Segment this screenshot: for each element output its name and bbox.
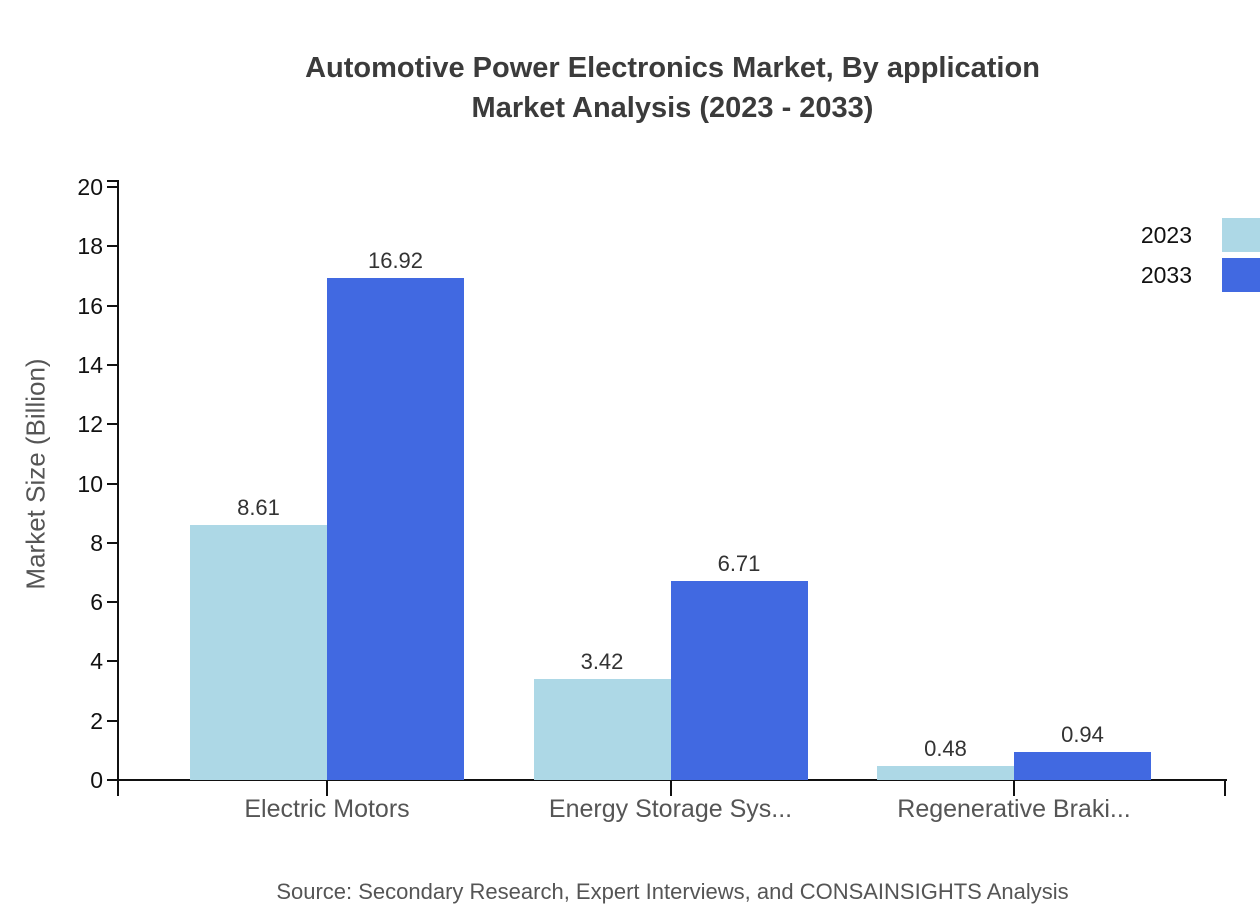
bar-2023 xyxy=(533,678,671,780)
x-axis-line xyxy=(117,779,1227,781)
y-tick-label: 2 xyxy=(90,707,103,734)
bar-2023 xyxy=(190,524,327,780)
y-axis-endcap-tick xyxy=(107,180,119,182)
category-label: Regenerative Braki... xyxy=(897,795,1131,823)
legend-label-2023: 2023 xyxy=(1140,222,1192,248)
y-tick-label: 10 xyxy=(77,470,103,497)
bar-value-label: 0.94 xyxy=(1061,722,1104,748)
y-tick-label: 16 xyxy=(77,292,103,319)
bar-2033 xyxy=(1014,752,1151,780)
bar-value-label: 8.61 xyxy=(237,494,280,520)
x-tick xyxy=(326,781,328,796)
y-tick xyxy=(107,186,119,188)
y-tick-label: 20 xyxy=(77,174,103,200)
y-tick xyxy=(107,423,119,426)
bar-value-label: 16.92 xyxy=(367,248,424,274)
category-label: Electric Motors xyxy=(244,795,410,823)
y-axis-line xyxy=(117,180,119,796)
legend-swatch-2023 xyxy=(1222,218,1260,252)
bar-value-label: 6.71 xyxy=(717,551,761,577)
y-tick xyxy=(107,719,119,722)
chart-title-line1: Automotive Power Electronics Market, By … xyxy=(305,52,1040,84)
bar-2023 xyxy=(877,765,1014,780)
x-tick xyxy=(669,781,672,796)
y-tick xyxy=(107,660,119,663)
y-tick xyxy=(107,363,119,366)
y-tick-label: 18 xyxy=(77,233,103,260)
legend-swatch-2033 xyxy=(1222,258,1260,292)
y-tick xyxy=(107,482,119,485)
y-tick xyxy=(107,541,119,544)
y-tick xyxy=(107,601,119,604)
bar-2033 xyxy=(670,581,808,780)
bar-value-label: 0.48 xyxy=(924,735,967,761)
chart-title-line2: Market Analysis (2023 - 2033) xyxy=(471,92,874,124)
x-tick xyxy=(1013,781,1015,796)
y-tick-label: 8 xyxy=(90,529,103,556)
y-tick-label: 0 xyxy=(90,767,103,793)
x-axis-end-tick xyxy=(1224,781,1226,796)
bar-value-label: 3.42 xyxy=(580,648,624,674)
y-tick xyxy=(107,245,119,248)
y-tick-label: 12 xyxy=(77,411,103,438)
bar-2033 xyxy=(327,278,464,780)
y-tick-label: 4 xyxy=(90,648,103,675)
y-tick xyxy=(107,304,119,307)
y-tick-label: 14 xyxy=(77,351,103,378)
y-tick xyxy=(107,779,119,781)
chart-title: Automotive Power Electronics Market, By … xyxy=(120,48,1225,128)
source-text: Source: Secondary Research, Expert Inter… xyxy=(276,879,1069,904)
y-tick-label: 6 xyxy=(90,589,103,616)
legend-label-2033: 2033 xyxy=(1140,262,1192,288)
category-label: Energy Storage Sys... xyxy=(548,795,793,823)
